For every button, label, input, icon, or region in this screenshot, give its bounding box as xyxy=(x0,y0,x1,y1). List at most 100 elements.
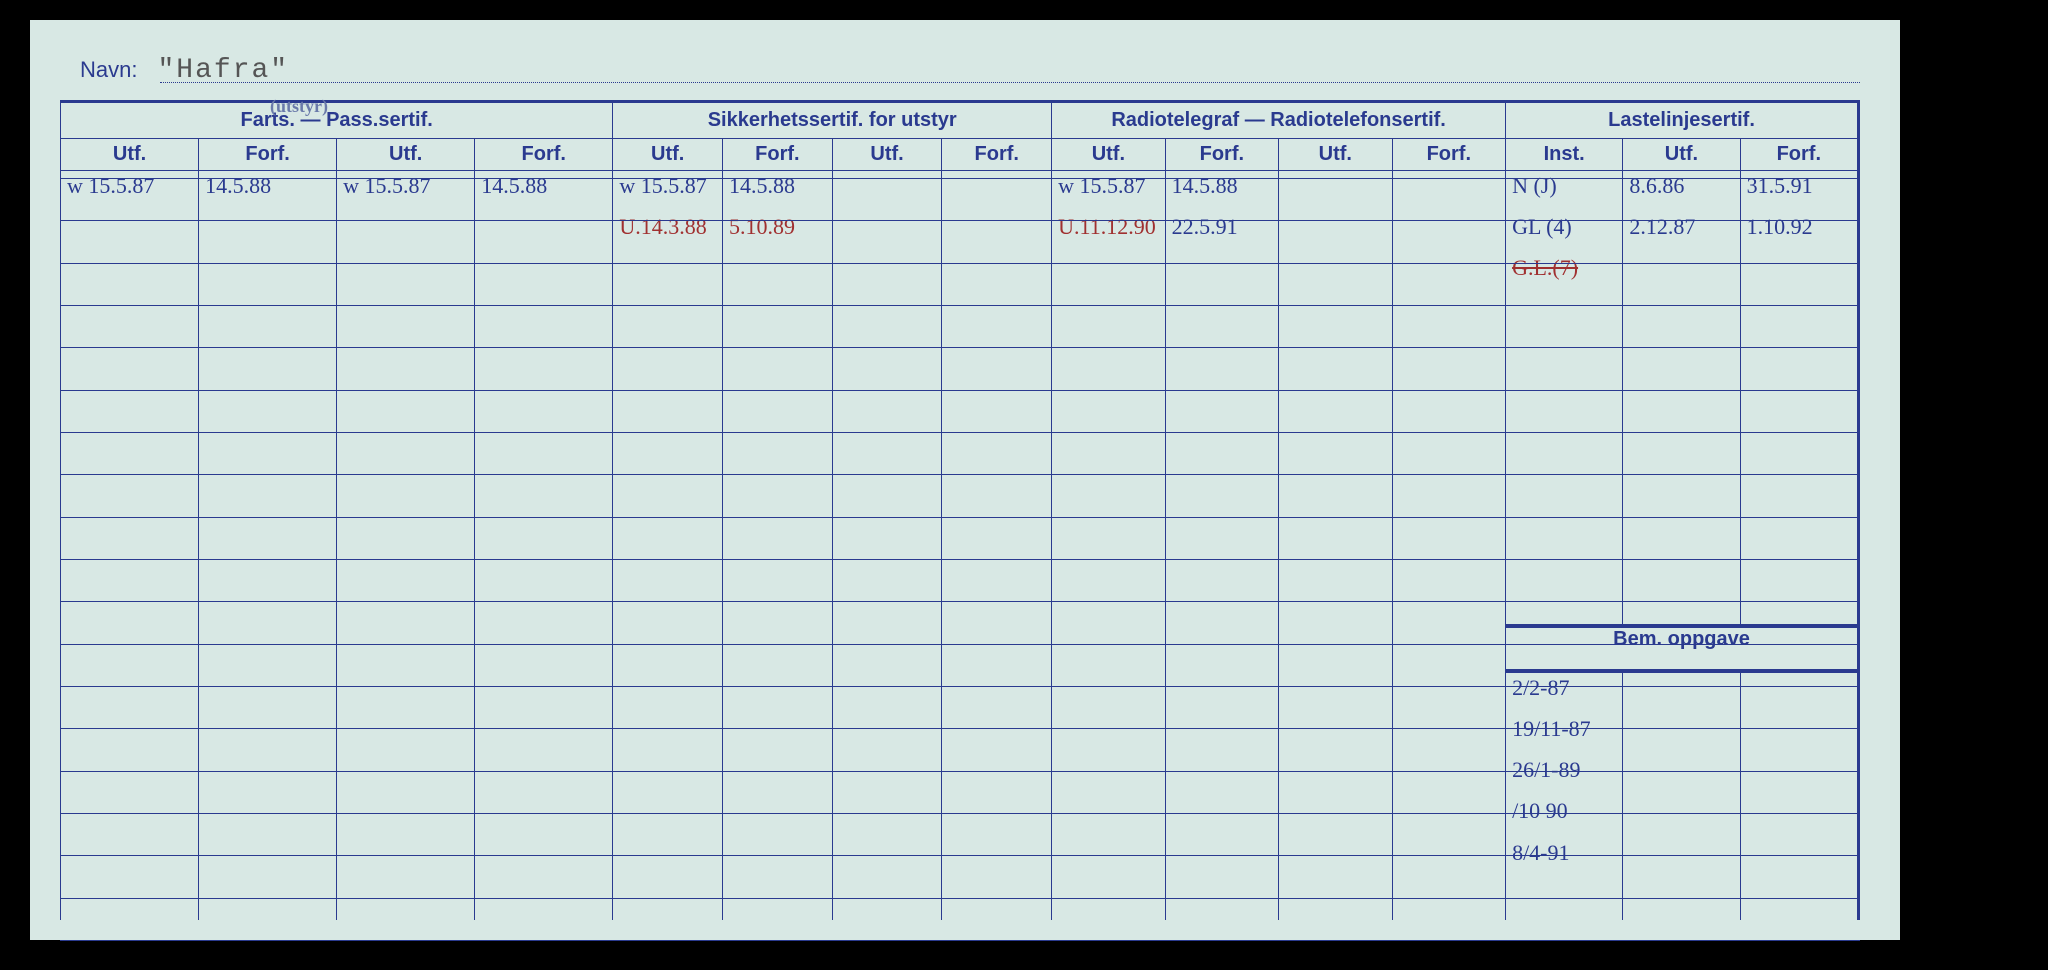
cell xyxy=(61,838,199,879)
cell xyxy=(475,755,613,796)
cell xyxy=(475,377,613,418)
cell xyxy=(337,459,475,500)
cell xyxy=(199,879,337,920)
cell: 8.6.86 xyxy=(1623,171,1740,213)
cell xyxy=(723,838,833,879)
cell xyxy=(1052,500,1165,541)
cell xyxy=(1740,459,1857,500)
cell xyxy=(1279,336,1392,377)
cell xyxy=(61,626,199,671)
table-row: 8/4-91 xyxy=(61,838,1858,879)
cell xyxy=(942,838,1052,879)
cell xyxy=(723,541,833,582)
cell: /10 90 xyxy=(1506,796,1623,837)
cell xyxy=(1506,418,1623,459)
cell xyxy=(61,459,199,500)
name-underline xyxy=(160,82,1860,83)
cell xyxy=(1623,294,1740,335)
cell xyxy=(1506,294,1623,335)
cell xyxy=(1052,838,1165,879)
cell xyxy=(1165,336,1278,377)
binder-hole xyxy=(1958,470,2018,530)
row-rule xyxy=(60,347,1860,348)
row-rule xyxy=(60,517,1860,518)
cell xyxy=(475,336,613,377)
cell xyxy=(942,879,1052,920)
cell xyxy=(1279,212,1392,253)
binder-holes xyxy=(1958,30,2018,970)
cell xyxy=(475,796,613,837)
cell xyxy=(1052,879,1165,920)
cell xyxy=(1740,253,1857,294)
cell: 26/1-89 xyxy=(1506,755,1623,796)
group-header-row: Farts. — Pass.sertif. (utstyr) Sikkerhet… xyxy=(61,103,1858,139)
cell xyxy=(1740,541,1857,582)
sub-header-row: Utf.Forf.Utf.Forf.Utf.Forf.Utf.Forf.Utf.… xyxy=(61,139,1858,171)
cell xyxy=(1506,582,1623,625)
group-sikkerhet: Sikkerhetssertif. for utstyr xyxy=(613,103,1052,139)
table-row xyxy=(61,459,1858,500)
cell xyxy=(613,671,723,714)
cell xyxy=(475,671,613,714)
table-row xyxy=(61,336,1858,377)
cell-value: 14.5.88 xyxy=(199,171,336,201)
cell xyxy=(1506,541,1623,582)
cell xyxy=(1279,755,1392,796)
cell xyxy=(832,714,942,755)
certificate-table: Farts. — Pass.sertif. (utstyr) Sikkerhet… xyxy=(60,102,1858,920)
table-row xyxy=(61,294,1858,335)
cell xyxy=(723,336,833,377)
cell xyxy=(832,377,942,418)
cell-value: 14.5.88 xyxy=(475,171,612,201)
cell xyxy=(61,294,199,335)
cell xyxy=(1623,796,1740,837)
cell: 14.5.88 xyxy=(475,171,613,213)
cell xyxy=(337,582,475,625)
cell: 31.5.91 xyxy=(1740,171,1857,213)
name-label: Navn: xyxy=(80,57,137,83)
cell xyxy=(942,294,1052,335)
cell xyxy=(1165,626,1278,671)
cell xyxy=(337,500,475,541)
cell xyxy=(1165,418,1278,459)
cell: 1.10.92 xyxy=(1740,212,1857,253)
col-forf: Forf. xyxy=(1165,139,1278,171)
cell xyxy=(199,582,337,625)
cell: w 15.5.87 xyxy=(337,171,475,213)
table-row xyxy=(61,500,1858,541)
cell xyxy=(723,294,833,335)
cell xyxy=(1165,879,1278,920)
cell xyxy=(199,459,337,500)
cell xyxy=(1052,418,1165,459)
cell xyxy=(832,838,942,879)
cell xyxy=(942,671,1052,714)
cell: N (J) xyxy=(1506,171,1623,213)
cell xyxy=(832,459,942,500)
certificate-grid: Farts. — Pass.sertif. (utstyr) Sikkerhet… xyxy=(60,100,1860,920)
cell xyxy=(61,336,199,377)
cell: 2.12.87 xyxy=(1623,212,1740,253)
cell xyxy=(1279,459,1392,500)
cell xyxy=(199,541,337,582)
cell xyxy=(1623,377,1740,418)
cell xyxy=(723,418,833,459)
row-rule xyxy=(60,178,1860,179)
col-forf: Forf. xyxy=(1740,139,1857,171)
cell xyxy=(723,459,833,500)
cell xyxy=(1052,755,1165,796)
row-rule xyxy=(60,474,1860,475)
bem-entry: /10 90 xyxy=(1506,796,1622,826)
group-lastelinje: Lastelinjesertif. xyxy=(1506,103,1858,139)
cell xyxy=(832,294,942,335)
cell xyxy=(1392,377,1505,418)
cell xyxy=(61,714,199,755)
cell xyxy=(1623,336,1740,377)
cell xyxy=(613,253,723,294)
binder-hole xyxy=(1958,575,2018,635)
cell xyxy=(199,671,337,714)
cell xyxy=(199,212,337,253)
cell xyxy=(1392,336,1505,377)
row-rule xyxy=(60,813,1860,814)
cell xyxy=(1279,796,1392,837)
cell xyxy=(1623,582,1740,625)
